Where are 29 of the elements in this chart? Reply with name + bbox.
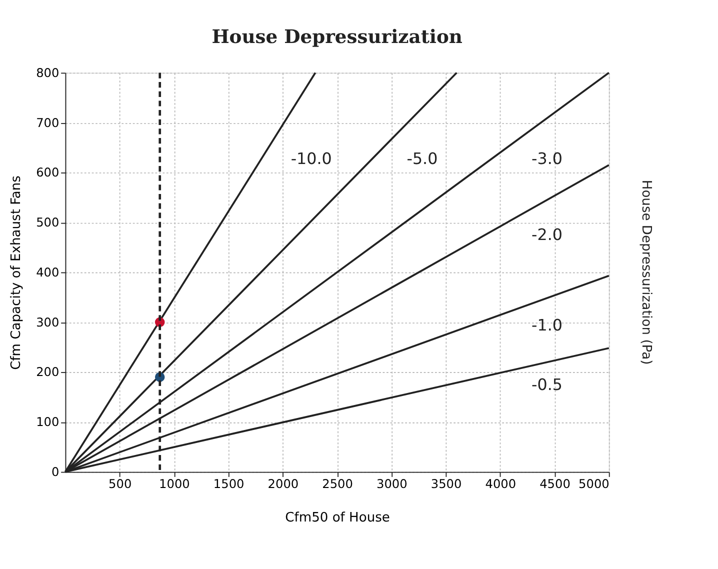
- x-tick-label: 1500: [213, 477, 244, 492]
- y-tick-label: 500: [36, 216, 60, 230]
- y-tick-label: 300: [36, 315, 60, 330]
- x-tick-label: 2500: [322, 477, 353, 492]
- x-tick-label: 2000: [268, 477, 299, 492]
- chart-title: House Depressurization: [212, 26, 463, 48]
- y-axis-title: Cfm Capacity of Exhaust Fans: [9, 175, 24, 370]
- x-tick-label: 5000: [578, 477, 610, 492]
- series-label: -0.5: [532, 374, 562, 394]
- y-tick-label: 800: [36, 66, 60, 80]
- y-tick-label: 400: [36, 265, 60, 280]
- y-tick-label: 0: [51, 465, 60, 480]
- x-tick-label: 3500: [430, 477, 462, 492]
- y-tick-label: 100: [36, 415, 60, 430]
- series-label: -10.0: [290, 149, 332, 168]
- x-tick-label: 4000: [485, 477, 516, 492]
- series-label: -3.0: [532, 149, 562, 168]
- x-tick-label: 4500: [540, 477, 570, 492]
- y-tick-label: 600: [36, 166, 60, 180]
- series-label: -5.0: [406, 149, 438, 168]
- x-tick-label: 3000: [376, 477, 408, 492]
- x-tick-label: 500: [108, 477, 132, 492]
- series-label: -2.0: [532, 224, 562, 244]
- y-tick-label: 700: [36, 116, 60, 130]
- x-axis-title: Cfm50 of House: [285, 510, 390, 526]
- x-tick-label: 1000: [159, 477, 190, 492]
- text: House Depressurization (Pa): [638, 180, 654, 365]
- y-tick-label: 200: [36, 365, 60, 380]
- series-label: -1.0: [532, 316, 562, 335]
